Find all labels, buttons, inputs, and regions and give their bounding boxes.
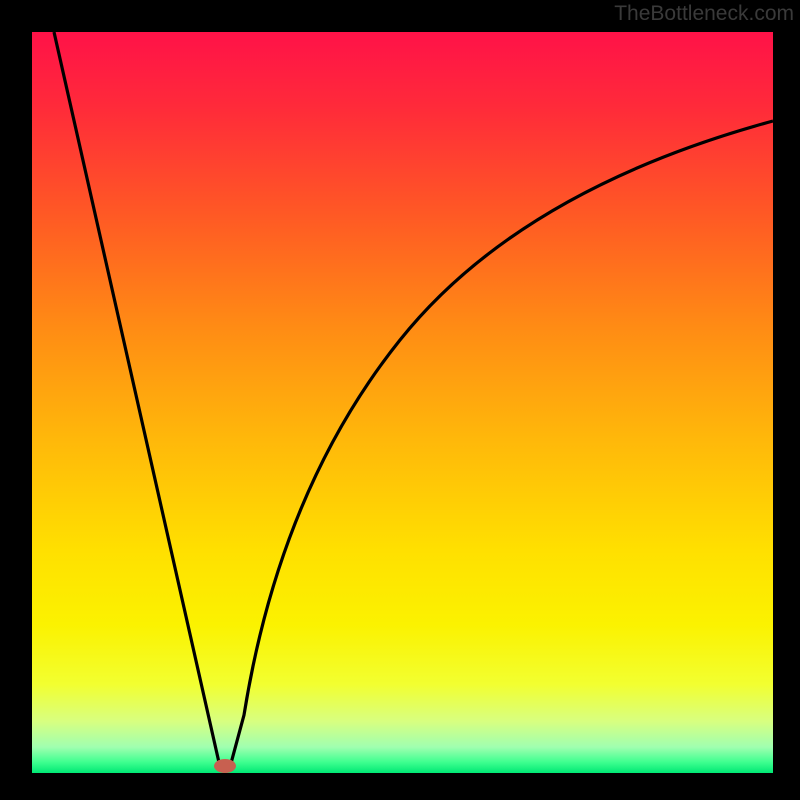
chart-container: TheBottleneck.com bbox=[0, 0, 800, 800]
watermark-text: TheBottleneck.com bbox=[614, 2, 794, 26]
plot-gradient-background bbox=[32, 32, 773, 773]
